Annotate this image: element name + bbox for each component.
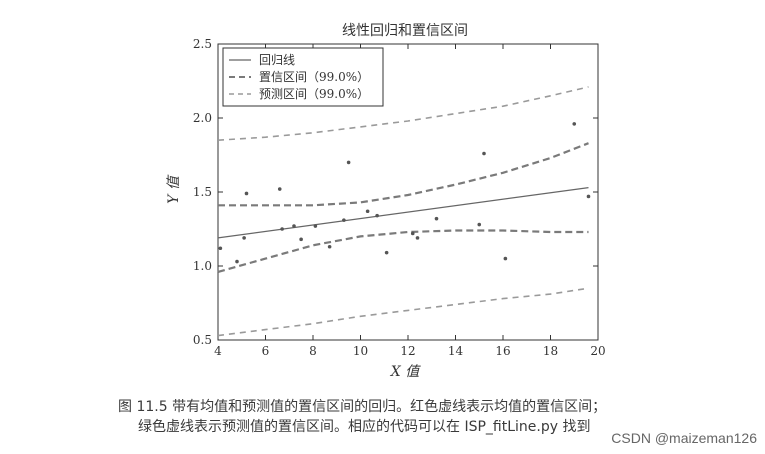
data-point bbox=[327, 244, 332, 249]
data-point bbox=[477, 222, 482, 227]
data-point bbox=[218, 246, 223, 251]
confidence-interval-lower-line bbox=[217, 229, 589, 273]
chart-title: 线性回归和置信区间 bbox=[342, 22, 468, 39]
data-point bbox=[346, 160, 351, 165]
confidence-interval-upper-line bbox=[218, 142, 589, 207]
x-axis-label: X 值 bbox=[390, 364, 421, 380]
data-point bbox=[342, 218, 346, 222]
x-tick-label: 14 bbox=[448, 344, 464, 358]
prediction-interval-upper-line bbox=[217, 86, 589, 141]
x-tick-label: 12 bbox=[400, 344, 415, 358]
legend-label: 预测区间（99.0%） bbox=[259, 87, 369, 101]
data-point bbox=[415, 236, 420, 240]
data-point bbox=[384, 250, 389, 255]
data-point bbox=[375, 213, 379, 218]
watermark-text: CSDN @maizeman126 bbox=[611, 430, 757, 446]
data-point bbox=[235, 259, 239, 264]
x-tick-label: 10 bbox=[353, 344, 368, 358]
data-point bbox=[292, 224, 296, 228]
x-tick-label: 8 bbox=[309, 344, 317, 358]
data-point bbox=[277, 187, 282, 191]
data-point bbox=[313, 224, 318, 228]
legend-label: 置信区间（99.0%） bbox=[259, 70, 369, 84]
data-point bbox=[586, 194, 591, 199]
data-point bbox=[434, 216, 439, 221]
prediction-interval-lower-line bbox=[217, 287, 589, 337]
x-tick-label: 16 bbox=[495, 344, 510, 358]
x-tick-label: 20 bbox=[590, 344, 605, 358]
x-tick-label: 4 bbox=[214, 344, 222, 358]
y-tick-label: 2.5 bbox=[193, 37, 212, 51]
figure-caption-line-1: 图 11.5 带有均值和预测值的置信区间的回归。红色虚线表示均值的置信区间； bbox=[118, 399, 607, 415]
data-point bbox=[365, 209, 370, 214]
x-tick-label: 6 bbox=[262, 344, 270, 358]
plot-area: 4 6 8 10 12 14 16 18 20 0.5 1.0 1.5 2.0 2.5 bbox=[193, 37, 606, 358]
data-point bbox=[280, 227, 284, 231]
data-point bbox=[299, 237, 303, 242]
y-tick-label: 1.5 bbox=[193, 185, 212, 199]
data-point bbox=[242, 236, 246, 240]
y-tick-label: 0.5 bbox=[193, 333, 212, 347]
y-tick-label: 2.0 bbox=[193, 111, 212, 125]
data-point bbox=[244, 191, 249, 196]
y-tick-label: 1.0 bbox=[193, 259, 212, 273]
legend-label: 回归线 bbox=[259, 53, 295, 67]
x-tick-label: 18 bbox=[543, 344, 558, 358]
data-point bbox=[503, 256, 508, 261]
regression-line bbox=[217, 187, 589, 239]
y-axis-label: Y 值 bbox=[166, 174, 182, 204]
data-point bbox=[482, 151, 486, 156]
figure-caption-line-2: 绿色虚线表示预测值的置信区间。相应的代码可以在 ISP_fitLine.py 找… bbox=[138, 419, 591, 435]
data-point bbox=[410, 231, 415, 236]
data-point bbox=[572, 122, 577, 126]
